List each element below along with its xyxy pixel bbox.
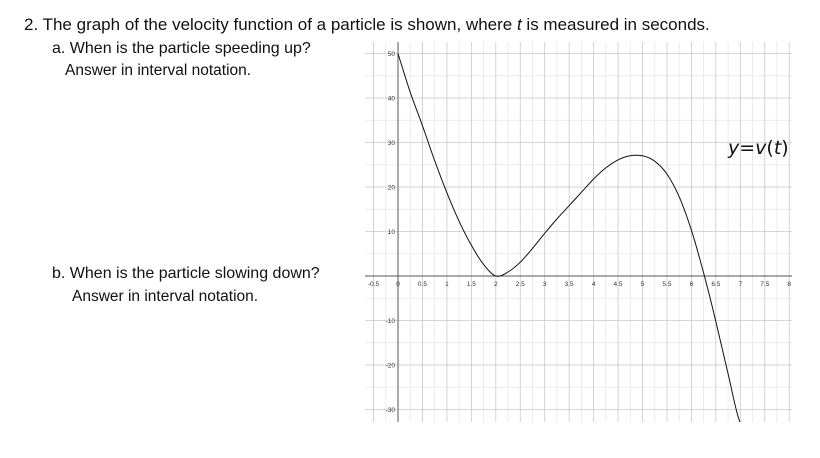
x-tick-label: 2.5 <box>516 281 525 288</box>
question-text-end: is measured in seconds. <box>521 15 710 34</box>
part-a-note: Answer in interval notation. <box>65 62 252 79</box>
part-b-note: Answer in interval notation. <box>72 288 259 305</box>
y-tick-label: -20 <box>386 362 396 369</box>
x-tick-label: 4.5 <box>614 281 623 288</box>
y-tick-label: -30 <box>386 407 396 414</box>
x-tick-label: 3.5 <box>565 281 574 288</box>
axes <box>365 42 792 422</box>
x-tick-label: 2 <box>494 281 498 288</box>
x-tick-label: 7 <box>738 281 742 288</box>
part-a-label: a. When is the particle speeding up? <box>52 40 311 57</box>
x-tick-label: 0.5 <box>418 281 427 288</box>
y-tick-label: -10 <box>386 318 396 325</box>
tick-labels: -0.5 0 0.5 1 1.5 2 2.5 3 3.5 4 4.5 5 5.5 6 6.5 7 7.5 8 50 4… <box>368 51 791 414</box>
function-label-eq: = <box>739 137 756 159</box>
x-tick-label: 1.5 <box>467 281 476 288</box>
x-tick-label: 8 <box>787 281 791 288</box>
x-tick-label: 6 <box>690 281 694 288</box>
y-tick-label: 30 <box>388 140 396 147</box>
x-tick-label: 3 <box>543 281 547 288</box>
x-tick-label: 5 <box>641 281 645 288</box>
question-text-start: 2. The graph of the velocity function of… <box>24 15 517 34</box>
function-label-t: t <box>773 137 782 159</box>
x-tick-label: 4 <box>592 281 596 288</box>
x-tick-label: 7.5 <box>760 281 769 288</box>
velocity-curve <box>397 53 741 422</box>
function-label-close: ) <box>781 137 789 159</box>
grid-minor <box>365 42 792 422</box>
function-label-y: y <box>728 137 740 159</box>
part-b-label: b. When is the particle slowing down? <box>52 265 320 282</box>
y-tick-label: 10 <box>388 229 396 236</box>
function-label-v: v <box>755 137 767 159</box>
x-tick-label: -0.5 <box>368 281 380 288</box>
x-tick-label: 1 <box>445 281 449 288</box>
question-variable: t <box>516 15 522 34</box>
function-label: y=v(t) <box>728 137 789 159</box>
grid-major <box>365 42 792 422</box>
x-tick-label: 6.5 <box>711 281 720 288</box>
question-title: 2. The graph of the velocity function of… <box>24 15 710 35</box>
function-label-open: ( <box>766 137 774 159</box>
y-tick-label: 50 <box>388 51 396 58</box>
velocity-curve-group <box>397 53 741 422</box>
y-tick-label: 40 <box>388 95 396 102</box>
y-tick-label: 20 <box>388 184 396 191</box>
x-tick-label: 0 <box>396 281 400 288</box>
x-tick-label: 5.5 <box>662 281 671 288</box>
